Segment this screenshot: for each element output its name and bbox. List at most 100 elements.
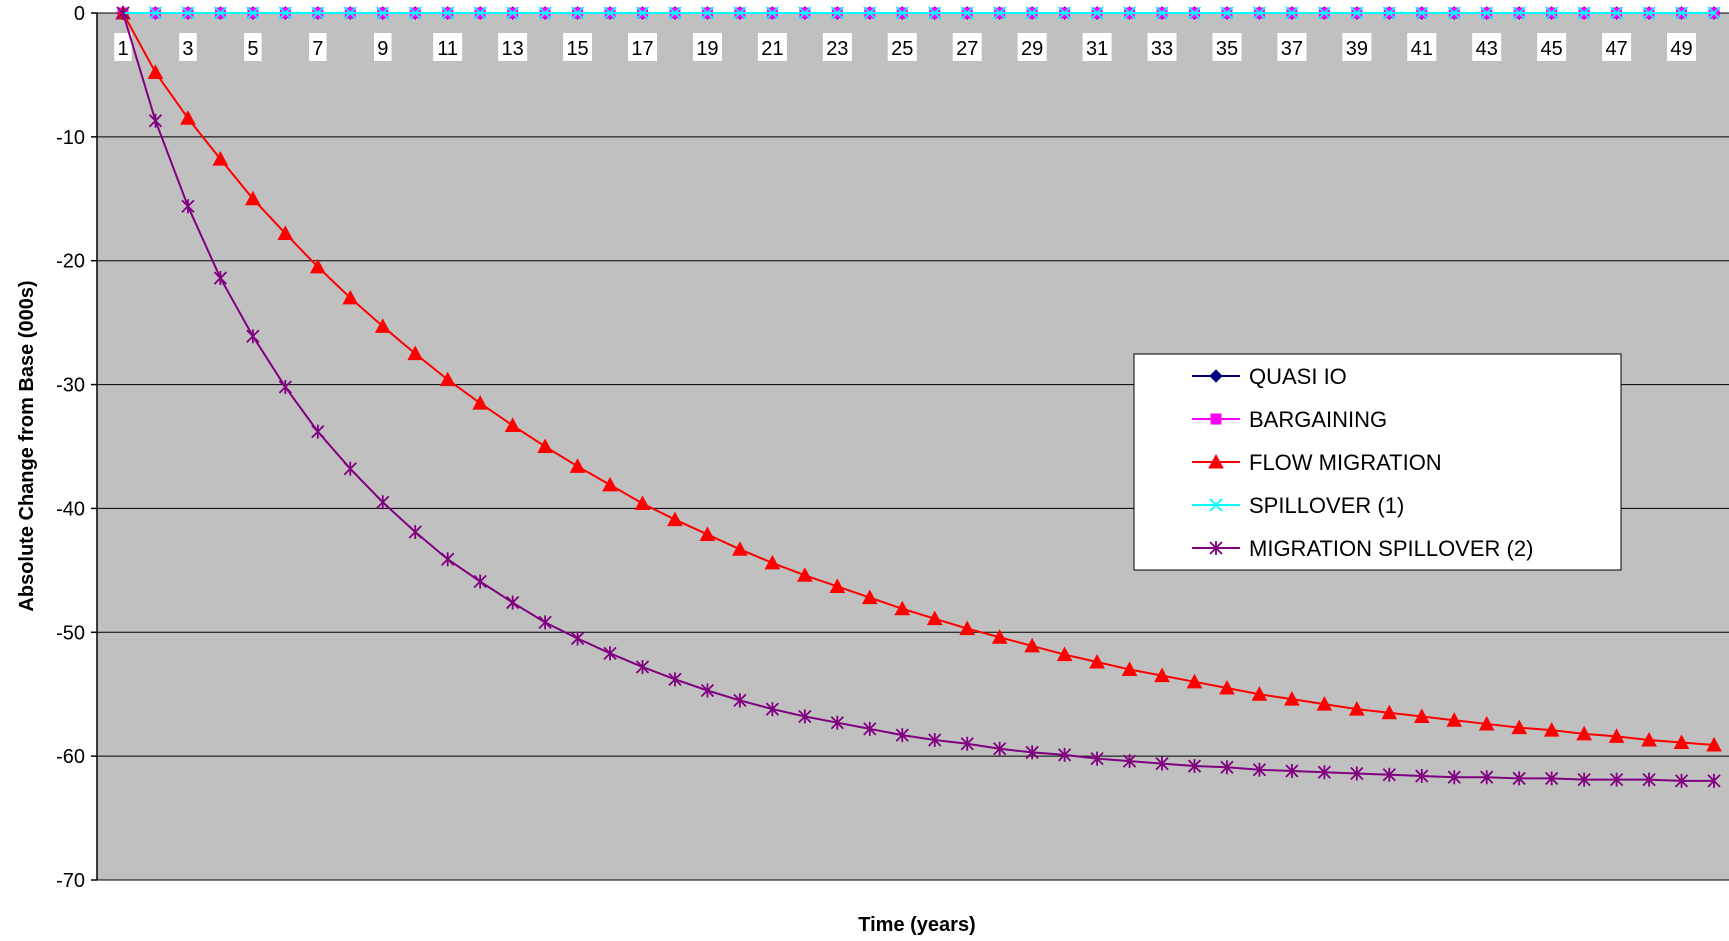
x-tick-label: 17 bbox=[631, 38, 653, 60]
x-tick-label-bg bbox=[1667, 33, 1697, 61]
data-point bbox=[1220, 760, 1234, 775]
data-point bbox=[407, 345, 424, 361]
data-point bbox=[1154, 667, 1170, 683]
data-point bbox=[1577, 772, 1591, 787]
data-point bbox=[1577, 6, 1591, 20]
data-point bbox=[1480, 770, 1494, 785]
data-point bbox=[895, 728, 909, 743]
data-point bbox=[1446, 712, 1463, 727]
data-point bbox=[733, 6, 747, 20]
data-point bbox=[1056, 646, 1073, 662]
legend-label: SPILLOVER (1) bbox=[1249, 493, 1404, 518]
data-point bbox=[376, 6, 390, 20]
x-tick-label-bg bbox=[692, 33, 722, 61]
data-point bbox=[246, 6, 260, 20]
data-point bbox=[180, 110, 196, 125]
data-point bbox=[959, 620, 976, 636]
data-point bbox=[1348, 701, 1365, 716]
x-tick-label: 19 bbox=[696, 38, 718, 60]
data-point bbox=[1381, 704, 1398, 720]
data-point bbox=[1122, 754, 1137, 769]
data-point bbox=[1187, 759, 1202, 774]
legend-marker bbox=[1209, 498, 1223, 512]
x-tick-label: 15 bbox=[566, 38, 588, 60]
data-point bbox=[472, 395, 489, 410]
x-tick-label-bg bbox=[757, 33, 787, 61]
data-point bbox=[603, 646, 617, 661]
data-point bbox=[1512, 771, 1526, 786]
x-tick-label-bg bbox=[563, 33, 593, 61]
x-tick-label: 31 bbox=[1086, 38, 1108, 60]
data-point bbox=[116, 6, 130, 20]
data-point bbox=[181, 6, 195, 20]
data-point bbox=[1642, 772, 1656, 787]
data-point bbox=[1252, 6, 1267, 20]
x-tick-label-bg bbox=[1342, 33, 1372, 61]
data-point bbox=[700, 6, 715, 20]
x-axis-ticks: 1 3 5 7 9 11 13 15 17 19 21 23 25 27 29 31 33 35 37 39 41 43 4… bbox=[114, 13, 1715, 61]
x-tick-label: 47 bbox=[1605, 38, 1627, 60]
x-tick-label-bg bbox=[309, 33, 327, 61]
data-point bbox=[1609, 6, 1624, 20]
data-point bbox=[408, 524, 422, 539]
data-point bbox=[1187, 6, 1202, 20]
x-tick-label-bg bbox=[1017, 33, 1047, 61]
y-tick-label: -60 bbox=[56, 746, 85, 768]
data-point bbox=[569, 458, 586, 473]
data-point bbox=[1415, 768, 1429, 783]
x-tick-label: 41 bbox=[1411, 38, 1433, 60]
data-point bbox=[473, 574, 487, 589]
data-point bbox=[505, 595, 520, 610]
data-point bbox=[1252, 762, 1267, 777]
x-tick-label-bg bbox=[1212, 33, 1242, 61]
data-point bbox=[863, 721, 877, 736]
legend-marker bbox=[1208, 453, 1224, 469]
data-point bbox=[148, 113, 163, 128]
legend-label: MIGRATION SPILLOVER (2) bbox=[1249, 536, 1533, 561]
x-tick-label-bg bbox=[1147, 33, 1177, 61]
data-point bbox=[1576, 725, 1592, 741]
series-2 bbox=[115, 4, 1722, 752]
data-point bbox=[1285, 6, 1299, 20]
y-tick-label: -30 bbox=[56, 375, 85, 397]
data-point bbox=[1317, 6, 1332, 20]
x-tick-label-bg bbox=[1472, 33, 1502, 61]
data-point bbox=[213, 6, 228, 20]
data-point bbox=[797, 567, 813, 582]
data-point bbox=[538, 615, 552, 630]
data-point bbox=[1089, 653, 1105, 669]
data-point bbox=[181, 199, 195, 214]
data-point bbox=[311, 424, 325, 439]
y-tick-label: 0 bbox=[74, 3, 85, 25]
data-point bbox=[861, 589, 878, 605]
x-tick-label-bg bbox=[1082, 33, 1112, 61]
x-tick-label-bg bbox=[1537, 33, 1567, 61]
data-point bbox=[1219, 679, 1235, 695]
data-point bbox=[1316, 696, 1333, 711]
data-point bbox=[993, 6, 1007, 20]
data-point bbox=[1511, 719, 1528, 735]
data-point bbox=[634, 495, 651, 510]
data-point bbox=[764, 554, 781, 570]
data-point bbox=[1608, 728, 1625, 743]
data-point bbox=[1155, 6, 1169, 20]
data-point bbox=[1512, 6, 1526, 20]
legend-item: BARGAINING bbox=[1192, 407, 1387, 432]
series-layer bbox=[115, 4, 1722, 788]
x-tick-label: 9 bbox=[377, 38, 388, 60]
data-point bbox=[991, 629, 1008, 644]
data-point bbox=[1543, 722, 1560, 737]
x-tick-label-bg bbox=[179, 33, 197, 61]
legend-label: FLOW MIGRATION bbox=[1249, 450, 1442, 475]
legend-item: FLOW MIGRATION bbox=[1192, 450, 1442, 475]
x-axis-title: Time (years) bbox=[858, 914, 975, 936]
x-tick-label: 33 bbox=[1151, 38, 1173, 60]
data-point bbox=[1090, 751, 1104, 766]
data-point bbox=[1707, 773, 1721, 788]
data-point bbox=[505, 6, 520, 20]
data-point bbox=[635, 6, 650, 20]
series-4 bbox=[116, 6, 1721, 788]
data-point bbox=[667, 511, 683, 527]
data-point bbox=[993, 741, 1007, 756]
